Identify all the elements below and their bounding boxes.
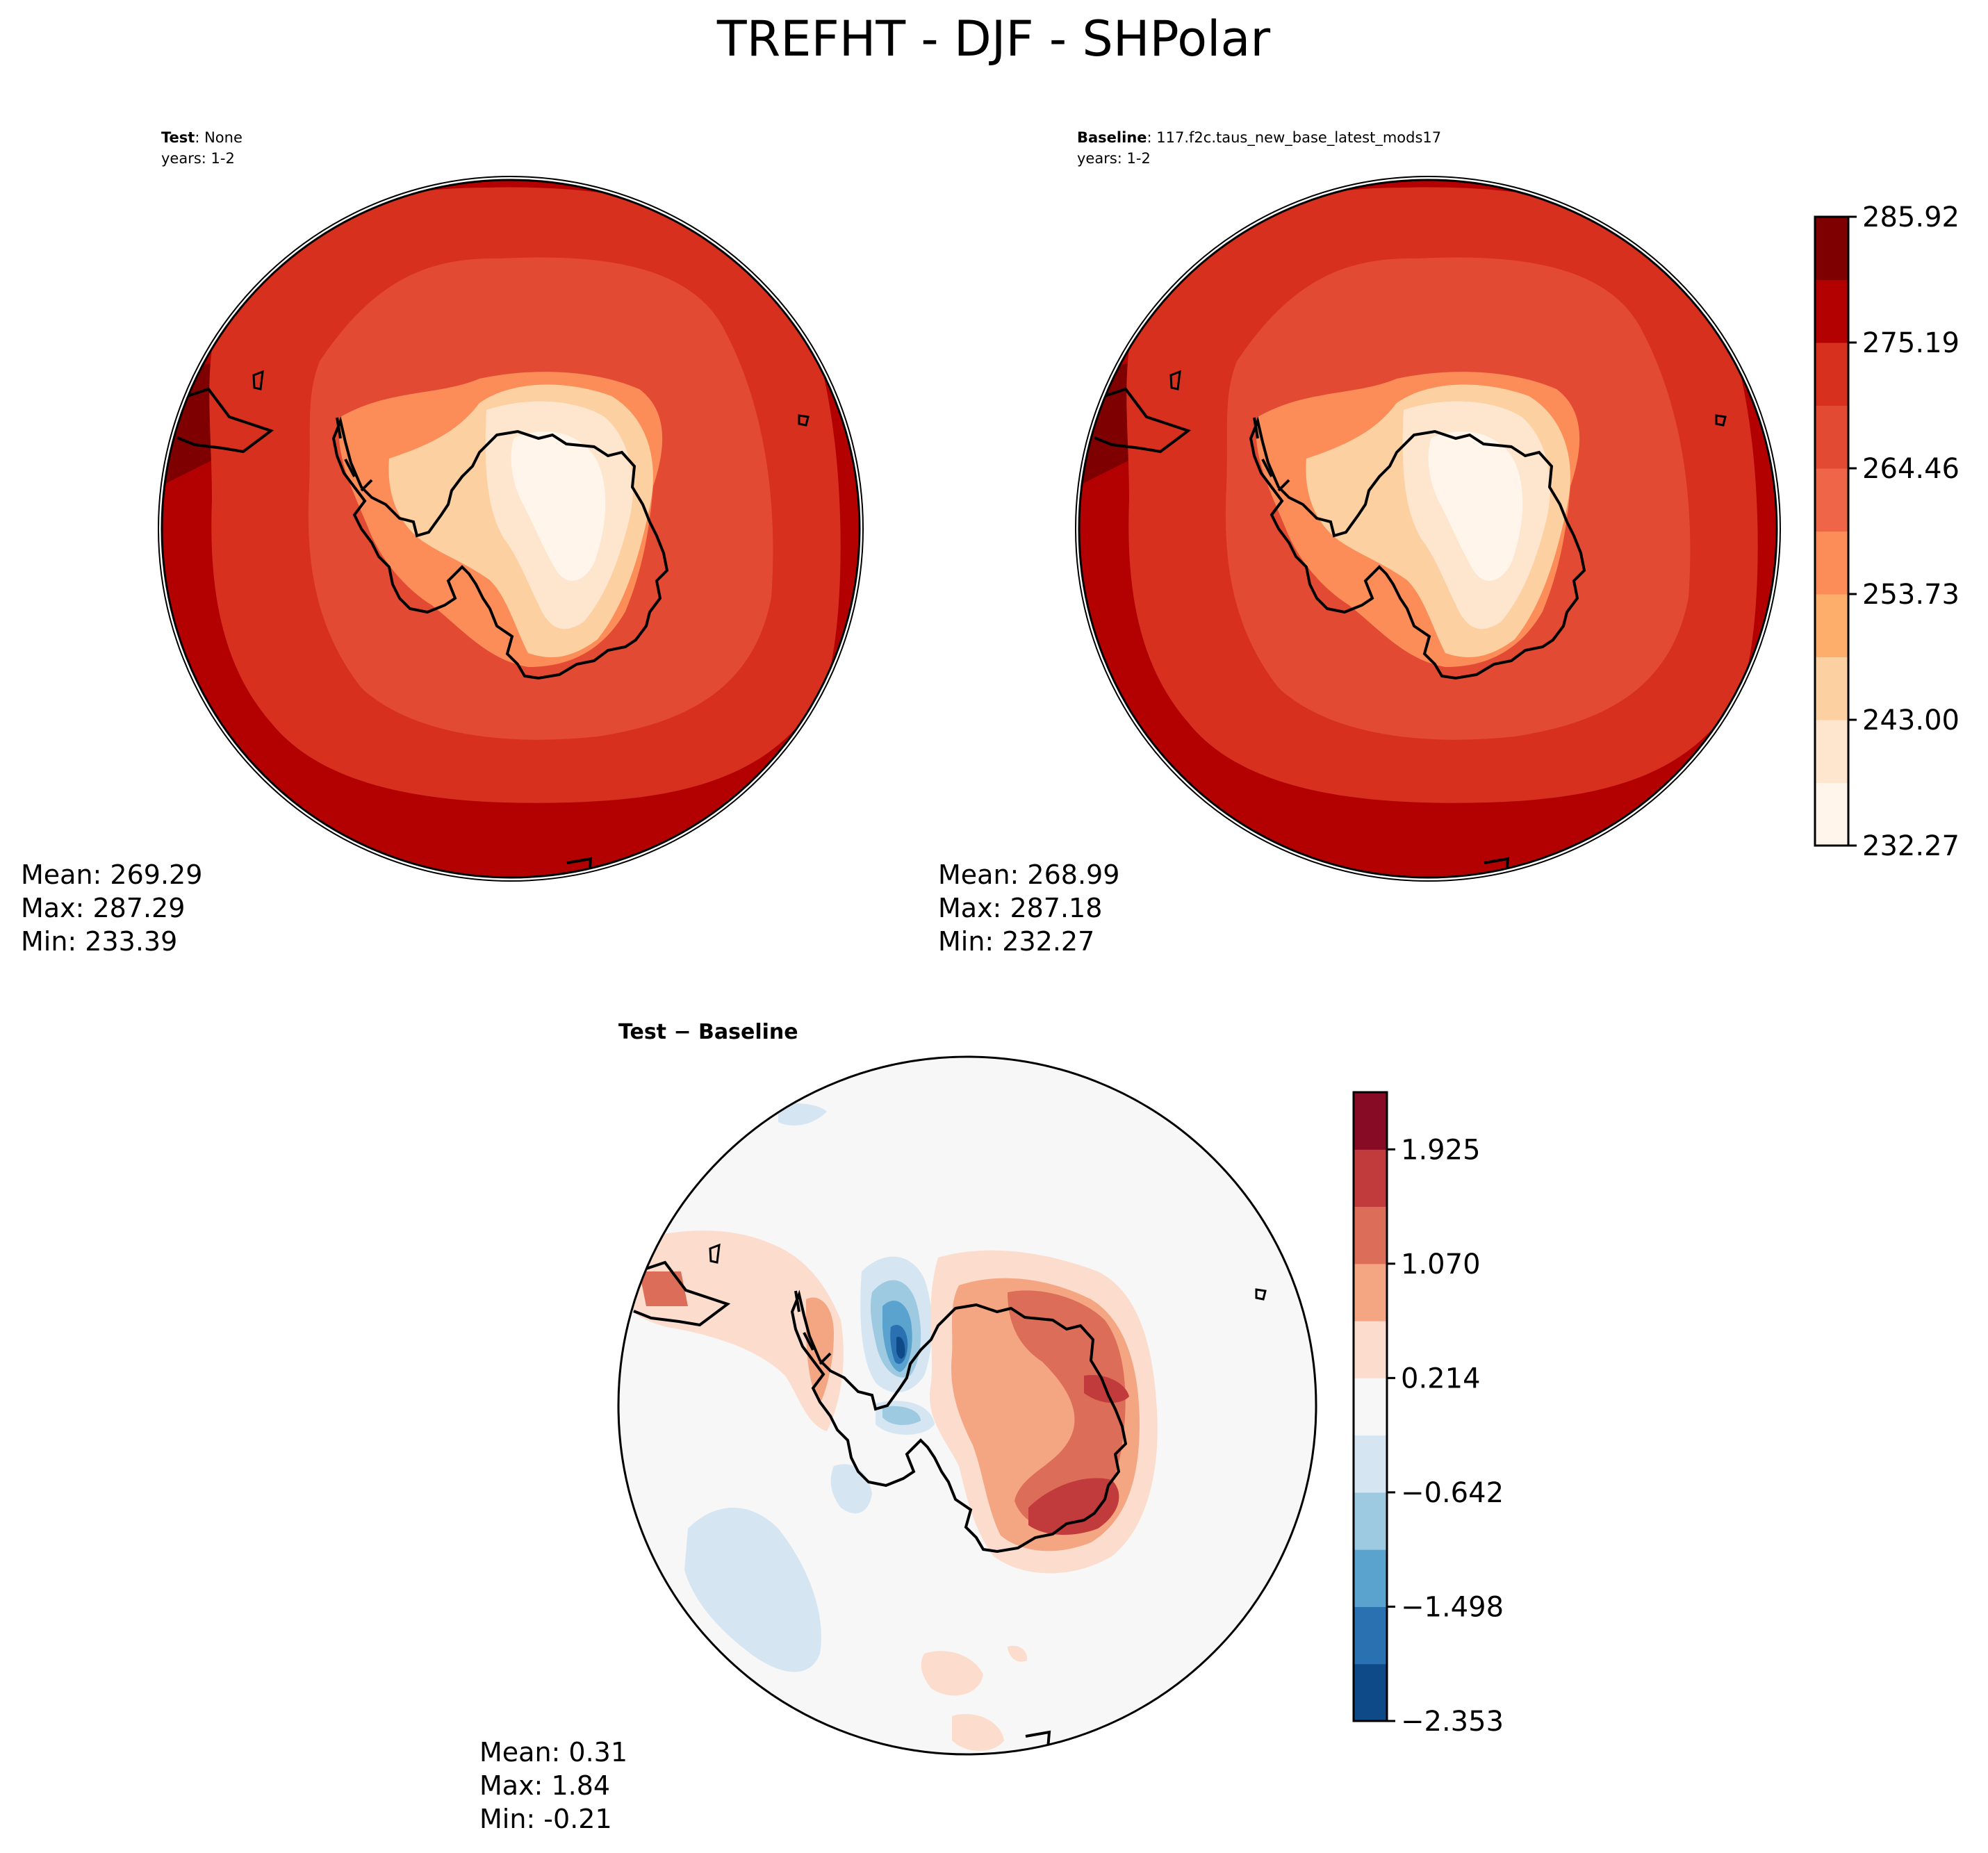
figure-title: TREFHT - DJF - SHPolar (716, 10, 1271, 67)
test-map-border (161, 179, 861, 879)
main-colorbar-swatch (1815, 594, 1848, 657)
main-colorbar-swatch (1815, 782, 1848, 846)
main-colorbar-tick-label: 253.73 (1862, 579, 1960, 611)
test-panel: Test: None years: 1-2 Mean: 269.29 Max: … (21, 129, 864, 957)
diff-min: Min: -0.21 (479, 1804, 612, 1834)
test-min: Min: 233.39 (21, 926, 177, 957)
main-colorbar-tick-label: 285.92 (1862, 201, 1960, 233)
diff-panel: Test − Baseline (479, 1020, 1317, 1834)
test-label: Test: None (161, 129, 243, 146)
main-colorbar-tick-label: 264.46 (1862, 453, 1960, 485)
main-colorbar-swatch (1815, 279, 1848, 343)
baseline-max: Max: 287.18 (938, 893, 1102, 923)
test-max: Max: 287.29 (21, 893, 185, 923)
diff-mean: Mean: 0.31 (479, 1737, 627, 1768)
diff-colorbar-tick-label: 0.214 (1401, 1362, 1481, 1394)
baseline-min: Min: 232.27 (938, 926, 1094, 957)
main-colorbar-swatch (1815, 531, 1848, 595)
diff-label: Test − Baseline (618, 1020, 798, 1044)
main-colorbar-border (1814, 215, 1850, 847)
test-label-bold: Test (161, 129, 195, 146)
baseline-panel: Baseline: 117.f2c.taus_new_base_latest_m… (938, 129, 1781, 957)
diff-colorbar: −2.353 −1.498 −0.642 0.214 1.070 1.925 (1352, 1091, 1504, 1738)
diff-colorbar-swatch (1354, 1321, 1387, 1378)
diff-colorbar-swatch (1354, 1206, 1387, 1265)
test-label-name: : None (195, 129, 243, 146)
baseline-label-bold: Baseline (1077, 129, 1147, 146)
diff-map (618, 1057, 1316, 1754)
baseline-label: Baseline: 117.f2c.taus_new_base_latest_m… (1077, 129, 1441, 147)
main-colorbar-tick-label: 232.27 (1862, 830, 1960, 862)
baseline-map (1079, 180, 1777, 878)
diff-colorbar-swatch (1354, 1149, 1387, 1208)
main-colorbar-swatch (1815, 720, 1848, 783)
diff-colorbar-tick-label: −2.353 (1401, 1706, 1504, 1738)
main-colorbar: 232.27 243.00 253.73 264.46 275.19 285.92 (1814, 201, 1960, 862)
main-colorbar-swatch (1815, 217, 1848, 280)
diff-colorbar-swatch (1354, 1092, 1387, 1150)
diff-colorbar-swatch (1354, 1663, 1387, 1722)
main-colorbar-swatch (1815, 343, 1848, 406)
diff-colorbar-tick-label: 1.070 (1401, 1249, 1481, 1280)
test-years: years: 1-2 (161, 150, 235, 167)
test-map (162, 180, 860, 878)
main-colorbar-tick-label: 275.19 (1862, 327, 1960, 359)
main-colorbar-swatch (1815, 405, 1848, 469)
main-colorbar-swatch (1815, 468, 1848, 532)
diff-max: Max: 1.84 (479, 1770, 610, 1801)
diff-colorbar-tick-label: −0.642 (1401, 1477, 1504, 1509)
diff-colorbar-swatch (1354, 1606, 1387, 1665)
baseline-map-border (1078, 179, 1778, 879)
diff-map-border (617, 1055, 1317, 1756)
baseline-mean: Mean: 268.99 (938, 859, 1119, 890)
test-mean: Mean: 269.29 (21, 859, 202, 890)
baseline-label-name: : 117.f2c.taus_new_base_latest_mods17 (1147, 129, 1442, 147)
diff-colorbar-tick-label: −1.498 (1401, 1591, 1504, 1623)
diff-colorbar-border (1352, 1091, 1388, 1722)
main-colorbar-swatch (1815, 657, 1848, 720)
diff-colorbar-swatch (1354, 1549, 1387, 1607)
diff-colorbar-tick-label: 1.925 (1401, 1134, 1481, 1166)
baseline-years: years: 1-2 (1077, 150, 1151, 167)
main-colorbar-tick-label: 243.00 (1862, 705, 1960, 736)
diff-colorbar-swatch (1354, 1263, 1387, 1321)
diff-colorbar-swatch (1354, 1492, 1387, 1550)
diff-colorbar-swatch (1354, 1435, 1387, 1493)
diff-colorbar-swatch (1354, 1378, 1387, 1436)
